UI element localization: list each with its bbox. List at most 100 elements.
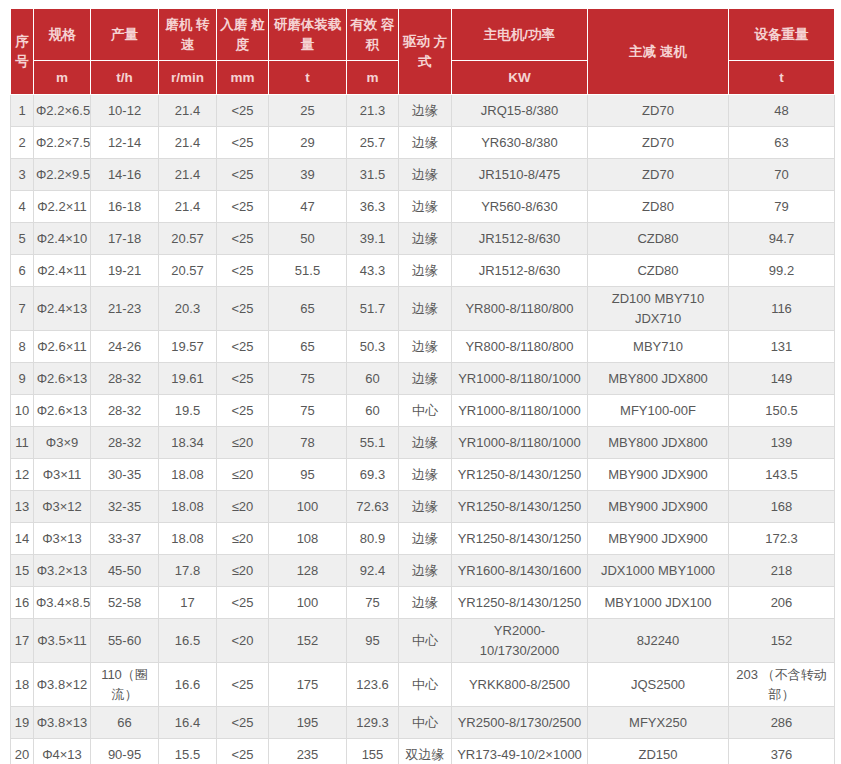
table-row: 1Φ2.2×6.510-1221.4<252521.3边缘JRQ15-8/380… [11, 95, 835, 127]
table-cell: 中心 [399, 395, 452, 427]
table-cell: MBY800 JDX800 [588, 427, 729, 459]
table-cell: 18.08 [159, 491, 217, 523]
table-cell: <25 [217, 255, 269, 287]
table-cell: 55-60 [91, 619, 159, 663]
table-cell: 131 [729, 331, 835, 363]
table-cell: 6 [11, 255, 34, 287]
table-cell: 39.1 [347, 223, 399, 255]
table-cell: 8 [11, 331, 34, 363]
col-header-index: 序号 [11, 9, 34, 95]
table-cell: 39 [269, 159, 347, 191]
table-cell: 94.7 [729, 223, 835, 255]
table-cell: 边缘 [399, 459, 452, 491]
table-cell: JR1510-8/475 [452, 159, 588, 191]
table-cell: 18.08 [159, 523, 217, 555]
table-row: 19Φ3.8×136616.4<25195129.3中心YR2500-8/173… [11, 707, 835, 739]
table-cell: 19 [11, 707, 34, 739]
table-cell: 边缘 [399, 363, 452, 395]
table-cell: CZD80 [588, 255, 729, 287]
table-cell: YR173-49-10/2×1000 [452, 739, 588, 764]
table-cell: YR1250-8/1430/1250 [452, 587, 588, 619]
table-cell: MFYX250 [588, 707, 729, 739]
table-cell: MBY800 JDX800 [588, 363, 729, 395]
table-cell: 7 [11, 287, 34, 331]
col-header-main-motor-power: 主电机/功率 [452, 9, 588, 61]
table-cell: <25 [217, 331, 269, 363]
table-row: 11Φ3×928-3218.34≤207855.1边缘YR1000-8/1180… [11, 427, 835, 459]
table-cell: <25 [217, 707, 269, 739]
table-cell: 15.5 [159, 739, 217, 764]
table-cell: 边缘 [399, 587, 452, 619]
table-row: 17Φ3.5×1155-6016.5<2015295中心YR2000- 10/1… [11, 619, 835, 663]
table-cell: ≤20 [217, 555, 269, 587]
table-cell: Φ2.4×13 [34, 287, 91, 331]
table-cell: 63 [729, 127, 835, 159]
table-row: 5Φ2.4×1017-1820.57<255039.1边缘JR1512-8/63… [11, 223, 835, 255]
table-cell: 18.34 [159, 427, 217, 459]
col-header-spec: 规格 [34, 9, 91, 61]
table-cell: 20.57 [159, 255, 217, 287]
col-header-effective-volume: 有效 容积 [347, 9, 399, 61]
table-cell: 110（圈流） [91, 663, 159, 707]
table-row: 8Φ2.6×1124-2619.57<256550.3边缘YR800-8/118… [11, 331, 835, 363]
table-row: 7Φ2.4×1321-2320.3<256551.7边缘YR800-8/1180… [11, 287, 835, 331]
table-cell: 45-50 [91, 555, 159, 587]
table-cell: 28-32 [91, 395, 159, 427]
table-cell: YR1000-8/1180/1000 [452, 427, 588, 459]
table-cell: 18 [11, 663, 34, 707]
table-cell: ≤20 [217, 459, 269, 491]
table-cell: 20 [11, 739, 34, 764]
col-header-drive-mode: 驱动 方式 [399, 9, 452, 95]
table-cell: 99.2 [729, 255, 835, 287]
table-cell: 12-14 [91, 127, 159, 159]
table-cell: MBY900 JDX900 [588, 491, 729, 523]
table-cell: Φ3×11 [34, 459, 91, 491]
table-cell: 5 [11, 223, 34, 255]
table-cell: JQS2500 [588, 663, 729, 707]
table-cell: 92.4 [347, 555, 399, 587]
table-cell: 75 [347, 587, 399, 619]
table-cell: YRKK800-8/2500 [452, 663, 588, 707]
table-cell: 70 [729, 159, 835, 191]
table-cell: 3 [11, 159, 34, 191]
table-cell: 168 [729, 491, 835, 523]
table-body: 1Φ2.2×6.510-1221.4<252521.3边缘JRQ15-8/380… [11, 95, 835, 764]
table-cell: 16.5 [159, 619, 217, 663]
table-cell: 1 [11, 95, 34, 127]
table-cell: 50.3 [347, 331, 399, 363]
table-cell: ZD80 [588, 191, 729, 223]
table-cell: 75 [269, 363, 347, 395]
table-cell: JR1512-8/630 [452, 255, 588, 287]
table-cell: 100 [269, 587, 347, 619]
table-cell: 28-32 [91, 427, 159, 459]
table-cell: Φ2.2×6.5 [34, 95, 91, 127]
table-cell: JR1512-8/630 [452, 223, 588, 255]
table-cell: 55.1 [347, 427, 399, 459]
unit-spec: m [34, 61, 91, 95]
ball-mill-spec-table: 序号 规格 产量 磨机 转速 入磨 粒度 研磨体装载量 有效 容积 驱动 方式 … [10, 8, 835, 764]
table-cell: 9 [11, 363, 34, 395]
table-cell: 中心 [399, 707, 452, 739]
unit-main-motor-power: KW [452, 61, 588, 95]
table-cell: 152 [729, 619, 835, 663]
table-cell: YR1250-8/1430/1250 [452, 491, 588, 523]
table-cell: 17 [159, 587, 217, 619]
table-cell: 30-35 [91, 459, 159, 491]
col-header-feed-size: 入磨 粒度 [217, 9, 269, 61]
table-cell: 边缘 [399, 191, 452, 223]
table-cell: Φ2.2×7.5 [34, 127, 91, 159]
table-cell: YR1000-8/1180/1000 [452, 395, 588, 427]
table-cell: 12 [11, 459, 34, 491]
table-row: 20Φ4×1390-9515.5<25235155双边缘YR173-49-10/… [11, 739, 835, 764]
table-cell: Φ3.4×8.5 [34, 587, 91, 619]
table-cell: 17 [11, 619, 34, 663]
table-cell: 33-37 [91, 523, 159, 555]
table-cell: 21.4 [159, 159, 217, 191]
table-cell: YR1600-8/1430/1600 [452, 555, 588, 587]
table-cell: MFY100-00F [588, 395, 729, 427]
table-cell: 51.7 [347, 287, 399, 331]
table-cell: 21.3 [347, 95, 399, 127]
table-row: 9Φ2.6×1328-3219.61<257560边缘YR1000-8/1180… [11, 363, 835, 395]
table-cell: 21-23 [91, 287, 159, 331]
table-cell: 17.8 [159, 555, 217, 587]
